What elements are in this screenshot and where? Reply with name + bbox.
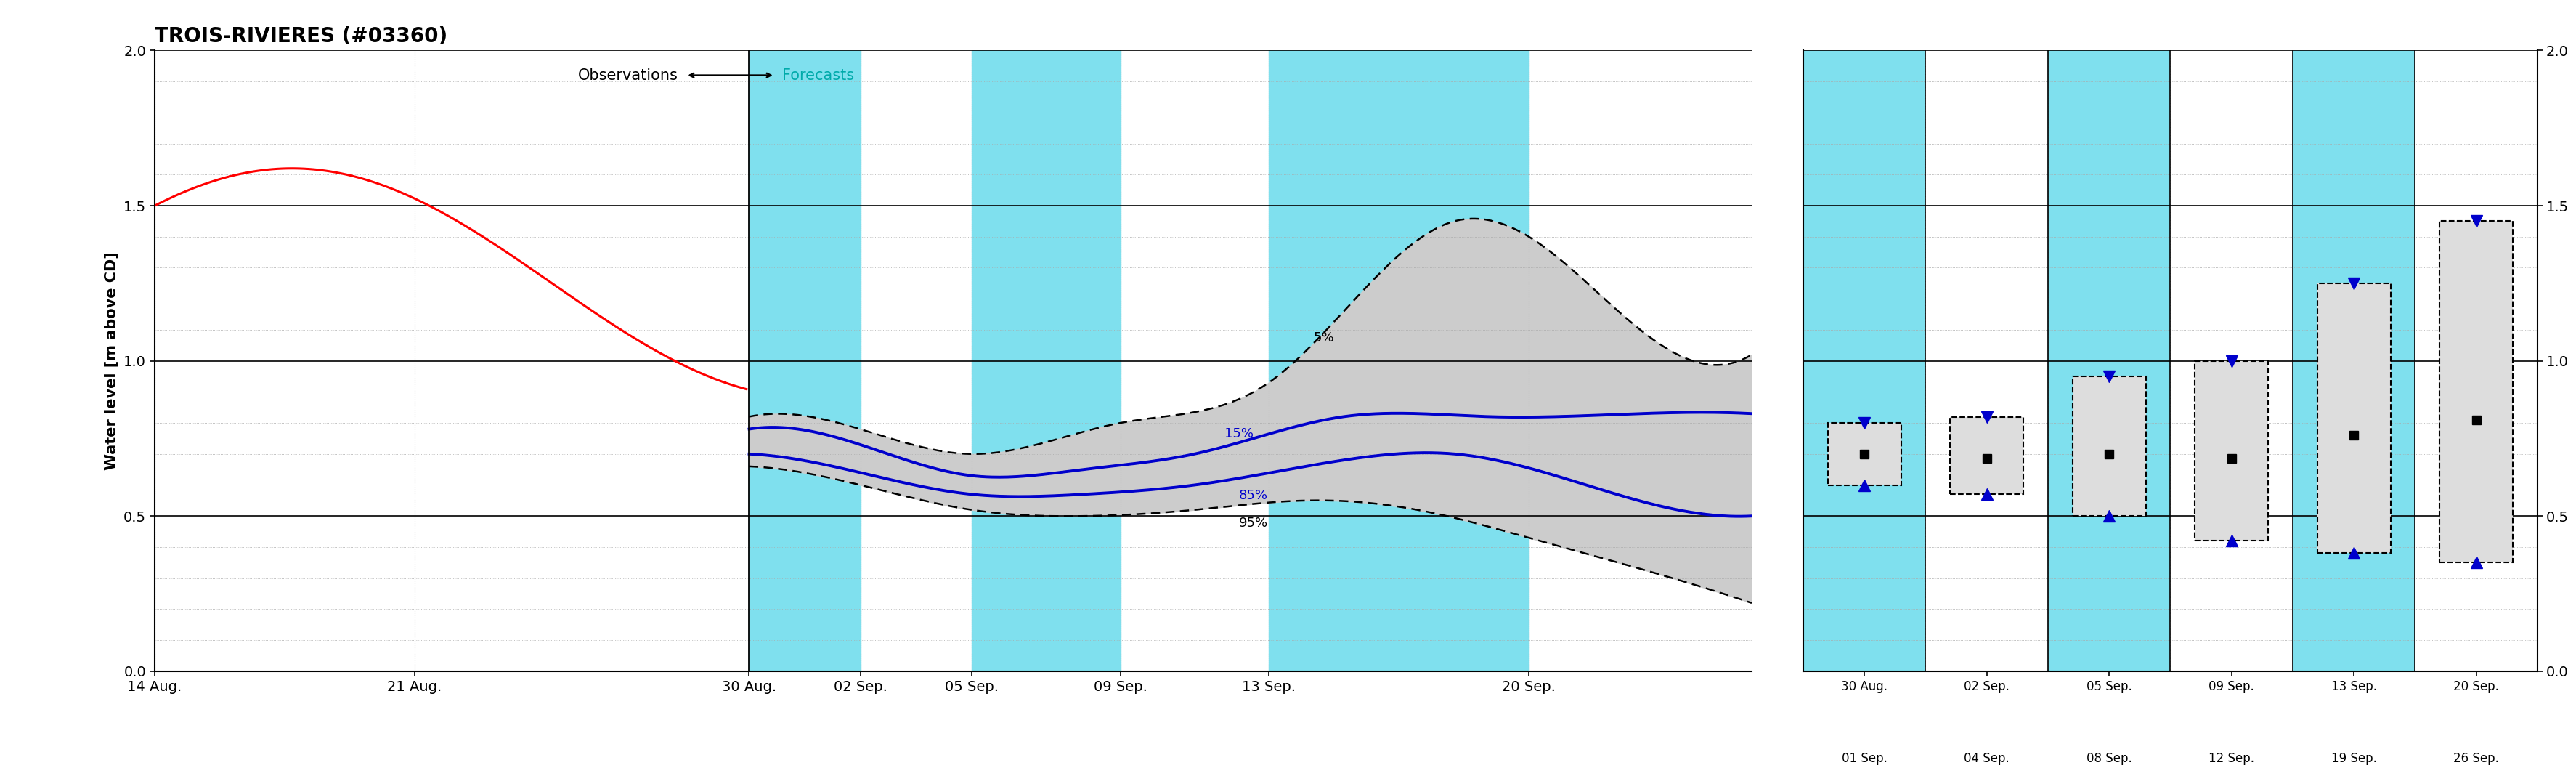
Text: 12 Sep.: 12 Sep. <box>2208 752 2254 765</box>
Text: 08 Sep.: 08 Sep. <box>2087 752 2133 765</box>
Bar <box>2071 376 2146 516</box>
Bar <box>750 50 860 671</box>
Bar <box>1803 50 1924 671</box>
Text: 95%: 95% <box>1239 517 1267 530</box>
Text: Forecasts: Forecasts <box>783 68 855 82</box>
Text: 26 Sep.: 26 Sep. <box>2452 752 2499 765</box>
Text: 15%: 15% <box>1224 428 1255 440</box>
Bar <box>971 50 1121 671</box>
Bar <box>2439 221 2512 563</box>
Bar <box>1924 50 2048 671</box>
Text: 5%: 5% <box>1314 331 1334 345</box>
Bar <box>1270 50 1528 671</box>
Text: 04 Sep.: 04 Sep. <box>1963 752 2009 765</box>
Bar <box>1950 417 2025 494</box>
Text: 19 Sep.: 19 Sep. <box>2331 752 2378 765</box>
Bar <box>2169 50 2293 671</box>
Text: TROIS-RIVIERES (#03360): TROIS-RIVIERES (#03360) <box>155 26 448 47</box>
Text: 85%: 85% <box>1239 489 1267 502</box>
Bar <box>2414 50 2537 671</box>
Y-axis label: Water level [m above CD]: Water level [m above CD] <box>103 251 118 470</box>
Bar <box>2293 50 2414 671</box>
Bar <box>2316 283 2391 553</box>
Bar <box>2195 361 2267 541</box>
Bar <box>1826 423 1901 485</box>
Bar <box>2048 50 2169 671</box>
Text: Observations: Observations <box>577 68 677 82</box>
Text: 01 Sep.: 01 Sep. <box>1842 752 1888 765</box>
